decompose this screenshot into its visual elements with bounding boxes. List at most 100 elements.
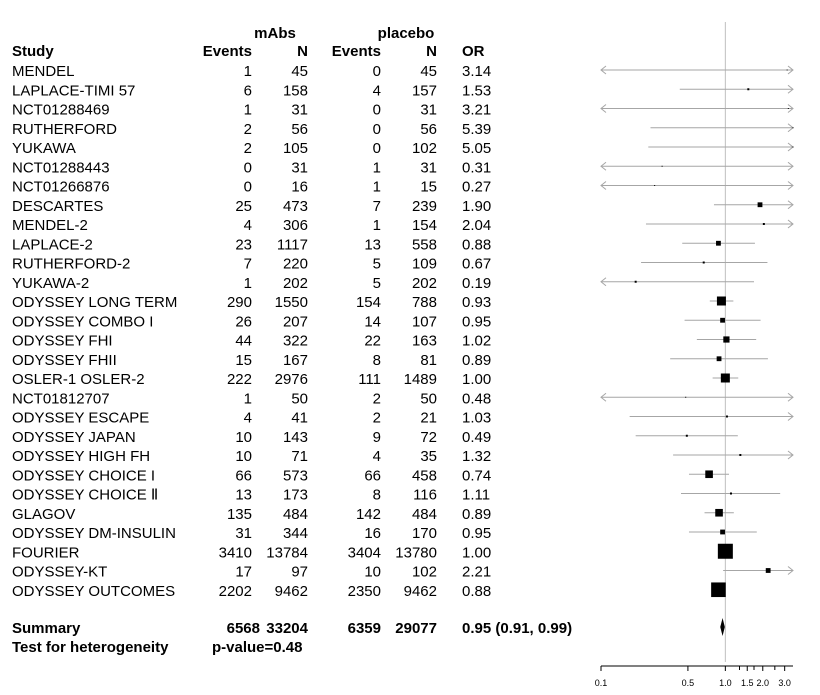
odds-ratio: 1.00 <box>462 544 491 561</box>
table-row: ODYSSEY ESCAPE 4 41 2 21 1.03 <box>12 410 491 427</box>
summary-n-placebo: 29077 <box>395 620 437 637</box>
odds-ratio: 3.21 <box>462 102 491 119</box>
events-mabs: 1 <box>244 102 252 119</box>
summary-or: 0.95 (0.91, 0.99) <box>462 620 572 637</box>
ci-arrow-17 <box>600 392 607 402</box>
events-placebo: 22 <box>364 333 381 350</box>
table-row: OSLER-1 OSLER-2 222 2976 111 1489 1.00 <box>12 371 491 388</box>
table-row: ODYSSEY CHOICE Ⅱ 13 173 8 116 1.11 <box>12 487 490 504</box>
table-row: DESCARTES 25 473 7 239 1.90 <box>12 198 491 215</box>
table-row: RUTHERFORD-2 7 220 5 109 0.67 <box>12 256 491 273</box>
n-mabs: 306 <box>283 217 308 234</box>
point-estimate-21 <box>705 470 713 479</box>
events-placebo: 14 <box>364 313 381 330</box>
n-mabs: 105 <box>283 140 308 157</box>
n-mabs: 573 <box>283 467 308 484</box>
study-name: ODYSSEY COMBO I <box>12 313 153 330</box>
n-mabs: 322 <box>283 333 308 350</box>
table-row: LAPLACE-TIMI 57 6 158 4 157 1.53 <box>12 82 491 99</box>
events-mabs: 135 <box>227 506 252 523</box>
n-placebo: 35 <box>420 448 437 465</box>
point-estimate-11 <box>634 280 637 283</box>
n-mabs: 173 <box>283 487 308 504</box>
point-estimate-6 <box>654 185 656 186</box>
events-mabs: 13 <box>235 487 252 504</box>
events-mabs: 0 <box>244 179 252 196</box>
header-n-mabs: N <box>297 43 308 60</box>
events-mabs: 2 <box>244 140 252 157</box>
odds-ratio: 0.31 <box>462 159 491 176</box>
odds-ratio: 0.89 <box>462 506 491 523</box>
summary-events-mabs: 6568 <box>227 620 260 637</box>
study-name: NCT01288469 <box>12 102 110 119</box>
study-name: GLAGOV <box>12 506 75 523</box>
events-placebo: 1 <box>373 159 381 176</box>
x-tick-label: 3.0 <box>778 678 791 688</box>
events-mabs: 1 <box>244 275 252 292</box>
header-group2: placebo <box>378 25 435 42</box>
table-row: ODYSSEY-KT 17 97 10 102 2.21 <box>12 564 491 581</box>
table-row: ODYSSEY FHI 44 322 22 163 1.02 <box>12 333 491 350</box>
point-estimate-26 <box>765 568 771 573</box>
table-row: NCT01288443 0 31 1 31 0.31 <box>12 159 491 176</box>
n-mabs: 158 <box>283 82 308 99</box>
table-row: RUTHERFORD 2 56 0 56 5.39 <box>12 121 491 138</box>
events-placebo: 5 <box>373 256 381 273</box>
study-name: LAPLACE-TIMI 57 <box>12 82 135 99</box>
table-row: ODYSSEY LONG TERM 290 1550 154 788 0.93 <box>12 294 491 311</box>
events-mabs: 4 <box>244 410 252 427</box>
events-mabs: 290 <box>227 294 252 311</box>
ci-arrow-20 <box>787 450 794 460</box>
point-estimate-17 <box>685 396 687 398</box>
n-placebo: 102 <box>412 564 437 581</box>
table-row: NCT01812707 1 50 2 50 0.48 <box>12 390 491 407</box>
n-placebo: 484 <box>412 506 437 523</box>
table-row: MENDEL 1 45 0 45 3.14 <box>12 63 491 80</box>
n-mabs: 1117 <box>277 236 308 253</box>
point-estimate-20 <box>739 454 742 456</box>
study-name: ODYSSEY CHOICE Ⅱ <box>12 487 158 504</box>
n-mabs: 9462 <box>275 583 308 600</box>
table-row: YUKAWA-2 1 202 5 202 0.19 <box>12 275 491 292</box>
header-events-placebo: Events <box>332 43 381 60</box>
study-name: RUTHERFORD-2 <box>12 256 130 273</box>
ci-arrow-1 <box>787 84 794 94</box>
events-mabs: 2202 <box>219 583 252 600</box>
events-mabs: 1 <box>244 63 252 80</box>
study-name: MENDEL-2 <box>12 217 88 234</box>
n-mabs: 71 <box>291 448 308 465</box>
study-name: YUKAWA-2 <box>12 275 89 292</box>
point-estimate-18 <box>725 415 728 418</box>
point-estimate-5 <box>661 165 663 167</box>
events-mabs: 10 <box>235 448 252 465</box>
n-mabs: 484 <box>283 506 308 523</box>
x-tick-label: 2.0 <box>757 678 770 688</box>
point-estimate-24 <box>720 529 725 535</box>
events-mabs: 222 <box>227 371 252 388</box>
events-mabs: 23 <box>235 236 252 253</box>
table-row: NCT01266876 0 16 1 15 0.27 <box>12 179 491 196</box>
n-mabs: 2976 <box>275 371 308 388</box>
odds-ratio: 5.39 <box>462 121 491 138</box>
study-name: ODYSSEY JAPAN <box>12 429 136 446</box>
point-estimate-27 <box>711 582 726 598</box>
ci-arrow-17 <box>787 392 794 402</box>
x-tick-label: 0.5 <box>682 678 695 688</box>
n-placebo: 1489 <box>404 371 437 388</box>
n-placebo: 202 <box>412 275 437 292</box>
study-name: ODYSSEY FHI <box>12 333 113 350</box>
events-mabs: 25 <box>235 198 252 215</box>
events-mabs: 2 <box>244 121 252 138</box>
ci-arrow-26 <box>787 566 794 575</box>
n-mabs: 220 <box>283 256 308 273</box>
point-estimate-25 <box>717 543 733 559</box>
events-placebo: 3404 <box>348 544 381 561</box>
n-placebo: 45 <box>420 63 437 80</box>
n-placebo: 157 <box>412 82 437 99</box>
n-mabs: 31 <box>291 159 308 176</box>
events-placebo: 111 <box>358 371 381 388</box>
study-name: FOURIER <box>12 544 80 561</box>
odds-ratio: 3.14 <box>462 63 491 80</box>
ci-arrow-18 <box>787 412 794 421</box>
